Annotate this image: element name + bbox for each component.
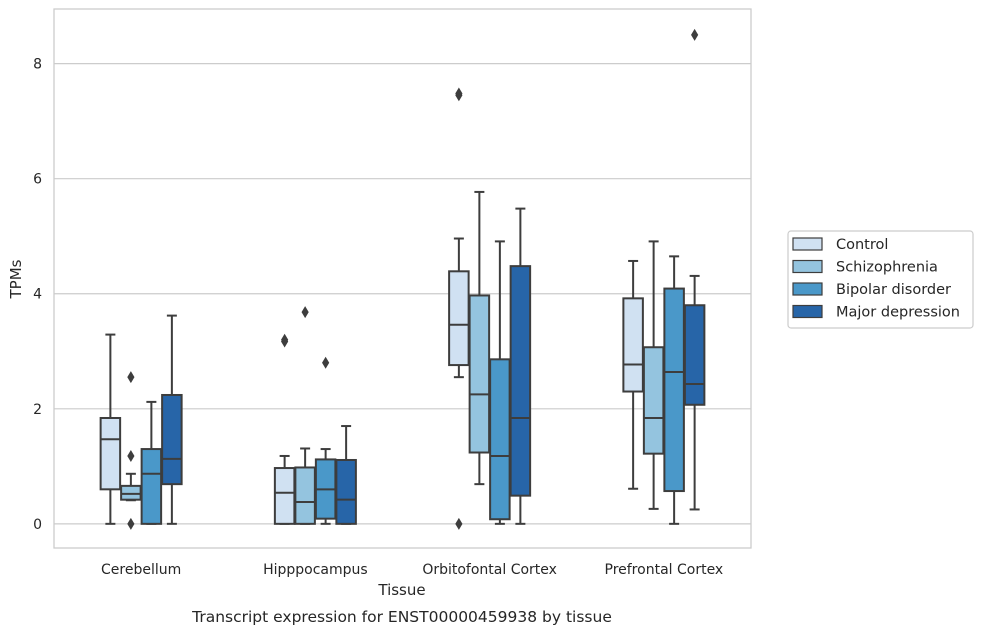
outlier-point: [127, 517, 135, 530]
box-1-2: [314, 356, 337, 525]
box-iqr: [335, 458, 357, 525]
box-iqr: [663, 287, 685, 493]
box-iqr: [683, 304, 706, 406]
legend: Control Schizophrenia Bipolar disorder Majo…: [787, 230, 974, 329]
legend-entry: Control: [836, 237, 888, 253]
y-tick-labels: 0 2 4 6 8: [33, 57, 42, 533]
outlier-point: [281, 333, 289, 346]
legend-swatch: [792, 304, 823, 319]
y-tick-label: 6: [33, 172, 42, 188]
y-tick-label: 0: [33, 517, 42, 533]
plot-frame: [53, 8, 752, 549]
x-tick-label: Cerebellum: [101, 562, 181, 578]
box-2-3: [509, 207, 532, 525]
box-iqr: [448, 270, 470, 367]
outlier-point: [691, 28, 699, 41]
box-iqr: [99, 416, 122, 491]
y-tick-label: 8: [33, 57, 42, 73]
box-iqr: [489, 358, 511, 521]
y-tick-label: 4: [33, 287, 42, 303]
legend-entry: Major depression: [836, 305, 960, 321]
box-0-3: [161, 314, 183, 525]
legend-swatch: [792, 259, 823, 274]
box-iqr: [273, 467, 296, 525]
box-1-3: [335, 425, 357, 525]
box-2-1: [468, 190, 491, 486]
box-iqr: [622, 297, 644, 393]
legend-swatch: [792, 282, 823, 296]
x-axis-label: Tissue: [377, 581, 425, 599]
box-plots: [99, 28, 706, 530]
outlier-point: [127, 371, 135, 384]
box-iqr: [509, 265, 532, 497]
box-3-2: [663, 255, 685, 525]
legend-frame: [787, 230, 974, 329]
legend-swatch: [792, 237, 823, 251]
legend-entry: Schizophrenia: [836, 260, 938, 276]
box-0-1: [120, 371, 142, 530]
box-1-0: [273, 333, 296, 525]
x-tick-label: Prefrontal Cortex: [605, 562, 724, 578]
outlier-point: [127, 449, 135, 462]
y-tick-label: 2: [33, 402, 42, 418]
y-axis-label: TPMs: [7, 259, 25, 299]
x-tick-label: Orbitofontal Cortex: [422, 562, 557, 578]
box-3-1: [642, 240, 665, 510]
box-1-1: [294, 306, 316, 525]
box-iqr: [120, 484, 142, 501]
box-iqr: [140, 448, 163, 525]
legend-entry: Bipolar disorder: [836, 282, 951, 298]
x-tick-label: Hipppocampus: [263, 562, 368, 578]
box-iqr: [161, 393, 183, 486]
box-0-2: [140, 400, 163, 525]
box-2-0: [448, 87, 470, 530]
outlier-point: [455, 517, 463, 530]
outlier-point: [301, 306, 309, 319]
box-2-2: [489, 240, 511, 525]
outlier-point: [455, 87, 463, 100]
box-0-0: [99, 333, 122, 525]
chart-caption: Transcript expression for ENST0000045993…: [191, 608, 612, 626]
box-iqr: [468, 294, 491, 454]
box-iqr: [642, 346, 665, 455]
box-3-3: [683, 28, 706, 511]
box-3-0: [622, 259, 644, 490]
box-iqr: [294, 466, 316, 525]
x-tick-labels: Cerebellum Hipppocampus Orbitofontal Corte…: [101, 562, 723, 578]
outlier-point: [322, 356, 330, 369]
